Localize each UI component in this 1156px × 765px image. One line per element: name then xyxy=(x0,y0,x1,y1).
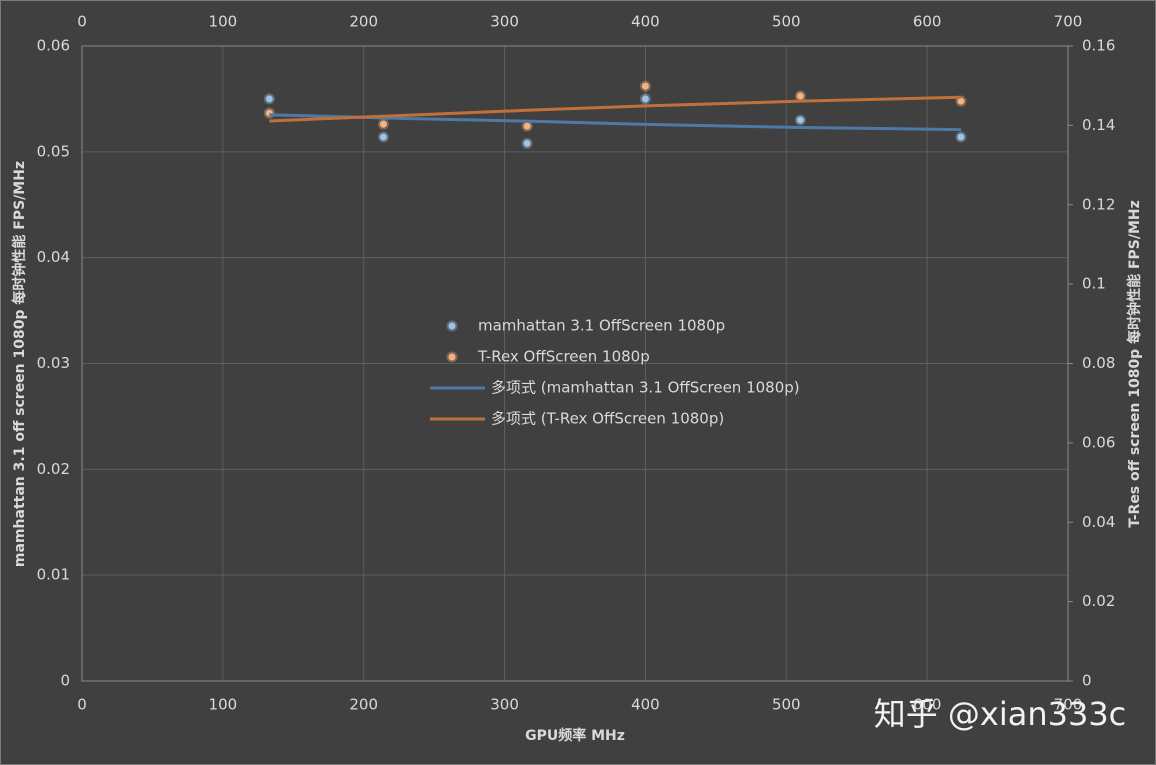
y-tick-label: 0.04 xyxy=(37,248,70,266)
y-tick-label: 0.06 xyxy=(37,37,70,55)
y-tick-label: 0.01 xyxy=(37,566,70,584)
y2-tick-label: 0.1 xyxy=(1082,275,1106,293)
data-point xyxy=(377,118,389,130)
x2-tick-label: 700 xyxy=(1054,13,1083,31)
legend-label: 多项式 (mamhattan 3.1 OffScreen 1080p) xyxy=(491,379,800,397)
x-tick-label: 100 xyxy=(209,696,238,714)
x-axis-title: GPU频率 MHz xyxy=(525,727,625,744)
y2-tick-label: 0.06 xyxy=(1082,433,1115,451)
x2-tick-label: 500 xyxy=(772,13,801,31)
plot-frame xyxy=(81,45,1069,682)
x2-tick-label: 600 xyxy=(913,13,942,31)
x-tick-label: 700 xyxy=(1054,696,1083,714)
y2-tick-label: 0.08 xyxy=(1082,354,1115,372)
x-tick-label: 600 xyxy=(913,696,942,714)
x-tick-label: 500 xyxy=(772,696,801,714)
x-tick-label: 200 xyxy=(349,696,378,714)
y2-tick-label: 0.16 xyxy=(1082,37,1115,55)
watermark: 知乎 @xian333c xyxy=(874,695,1127,733)
y2-tick-label: 0.02 xyxy=(1082,592,1115,610)
data-point xyxy=(955,131,967,143)
trend-line xyxy=(269,95,961,123)
y-tick-label: 0.02 xyxy=(37,460,70,478)
x-tick-label: 400 xyxy=(631,696,660,714)
y-tick-label: 0 xyxy=(60,672,70,690)
y2-axis-title: T-Res off screen 1080p 每时钟性能 FPS/MHz xyxy=(1126,200,1143,528)
y-tick-label: 0.03 xyxy=(37,354,70,372)
data-point xyxy=(639,80,651,92)
x2-tick-label: 0 xyxy=(77,13,87,31)
y-tick-label: 0.05 xyxy=(37,142,70,160)
data-point xyxy=(794,90,806,102)
x2-tick-label: 100 xyxy=(209,13,238,31)
data-point xyxy=(794,114,806,126)
y2-tick-label: 0.14 xyxy=(1082,116,1115,134)
data-point xyxy=(639,93,651,105)
x2-tick-label: 300 xyxy=(490,13,519,31)
legend-label: mamhattan 3.1 OffScreen 1080p xyxy=(478,317,725,335)
y-axis-title: mamhattan 3.1 off screen 1080p 每时钟性能 FPS… xyxy=(11,161,28,567)
x-tick-label: 0 xyxy=(77,696,87,714)
x-tick-label: 300 xyxy=(490,696,519,714)
data-point xyxy=(521,137,533,149)
x2-tick-label: 200 xyxy=(349,13,378,31)
legend-swatch xyxy=(446,320,458,332)
legend-label: 多项式 (T-Rex OffScreen 1080p) xyxy=(491,410,724,428)
x2-tick-label: 400 xyxy=(631,13,660,31)
y2-tick-label: 0.04 xyxy=(1082,513,1115,531)
data-point xyxy=(521,120,533,132)
legend-swatch xyxy=(446,351,458,363)
y2-tick-label: 0.12 xyxy=(1082,195,1115,213)
data-point xyxy=(377,131,389,143)
y2-tick-label: 0 xyxy=(1082,672,1092,690)
data-point xyxy=(263,93,275,105)
legend-label: T-Rex OffScreen 1080p xyxy=(477,348,650,366)
